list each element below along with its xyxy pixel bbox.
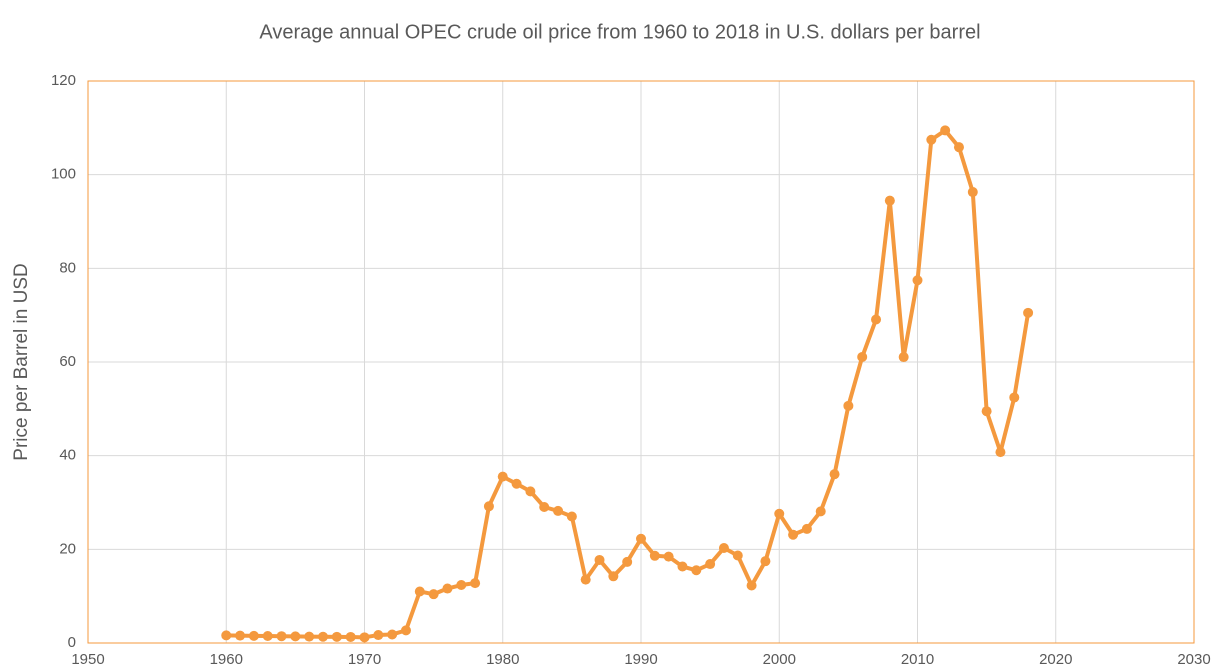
- point: [483, 501, 494, 512]
- point: [373, 630, 384, 641]
- point: [235, 630, 246, 641]
- point: [622, 556, 633, 567]
- point: [248, 630, 259, 641]
- x-tick-label: 1970: [348, 651, 381, 668]
- point: [857, 351, 868, 362]
- point: [428, 589, 439, 600]
- point: [636, 533, 646, 544]
- point: [442, 583, 453, 594]
- x-tick-label: 1990: [624, 651, 657, 668]
- point: [829, 469, 840, 480]
- point: [345, 631, 356, 642]
- point: [843, 400, 854, 411]
- point: [871, 314, 882, 325]
- plot-frame: [87, 80, 1195, 644]
- point: [705, 559, 716, 570]
- point: [732, 550, 743, 561]
- point: [525, 486, 536, 497]
- point: [691, 565, 702, 576]
- point: [414, 586, 425, 597]
- x-tick-label: 1980: [486, 651, 519, 668]
- point: [912, 275, 923, 286]
- point: [387, 629, 398, 640]
- point: [318, 631, 329, 642]
- point: [304, 631, 315, 642]
- y-tick-label: 120: [51, 72, 76, 89]
- point: [359, 632, 370, 643]
- point: [511, 478, 522, 489]
- chart-title: Average annual OPEC crude oil price from…: [259, 21, 980, 43]
- x-tick-label: 2030: [1177, 651, 1210, 668]
- y-tick-label: 20: [59, 540, 76, 557]
- point: [940, 125, 951, 136]
- point: [967, 187, 978, 198]
- point: [456, 580, 467, 591]
- point: [788, 529, 799, 540]
- point: [649, 550, 660, 561]
- point: [470, 578, 481, 589]
- point: [608, 571, 619, 582]
- point: [801, 523, 812, 534]
- point: [953, 142, 964, 153]
- point: [981, 406, 992, 417]
- y-tick-label: 80: [59, 259, 76, 276]
- point: [497, 471, 508, 482]
- point: [774, 508, 785, 519]
- point: [677, 561, 688, 572]
- point: [815, 506, 826, 517]
- point: [262, 630, 273, 641]
- point: [221, 630, 232, 641]
- point: [746, 580, 757, 591]
- y-tick-label: 40: [59, 447, 76, 464]
- point: [580, 574, 591, 585]
- point: [553, 505, 564, 516]
- point: [331, 631, 342, 642]
- point: [760, 556, 771, 567]
- point: [995, 447, 1006, 458]
- point: [1009, 392, 1020, 403]
- point: [898, 352, 909, 363]
- point: [276, 631, 287, 642]
- y-tick-label: 60: [59, 353, 76, 370]
- point: [1023, 307, 1034, 318]
- x-tick-label: 1960: [210, 651, 243, 668]
- point: [539, 501, 550, 512]
- point: [594, 554, 605, 565]
- point: [926, 134, 937, 145]
- point: [884, 195, 895, 206]
- point: [400, 625, 411, 636]
- y-axis-label: Price per Barrel in USD: [11, 263, 32, 460]
- x-tick-label: 2010: [901, 651, 934, 668]
- y-tick-label: 0: [68, 634, 76, 651]
- point: [663, 551, 674, 562]
- point: [290, 631, 301, 642]
- y-tick-label: 100: [51, 166, 76, 183]
- x-tick-label: 2020: [1039, 651, 1072, 668]
- point: [566, 511, 577, 522]
- x-tick-label: 1950: [71, 651, 104, 668]
- x-tick-label: 2000: [763, 651, 796, 668]
- point: [718, 542, 729, 553]
